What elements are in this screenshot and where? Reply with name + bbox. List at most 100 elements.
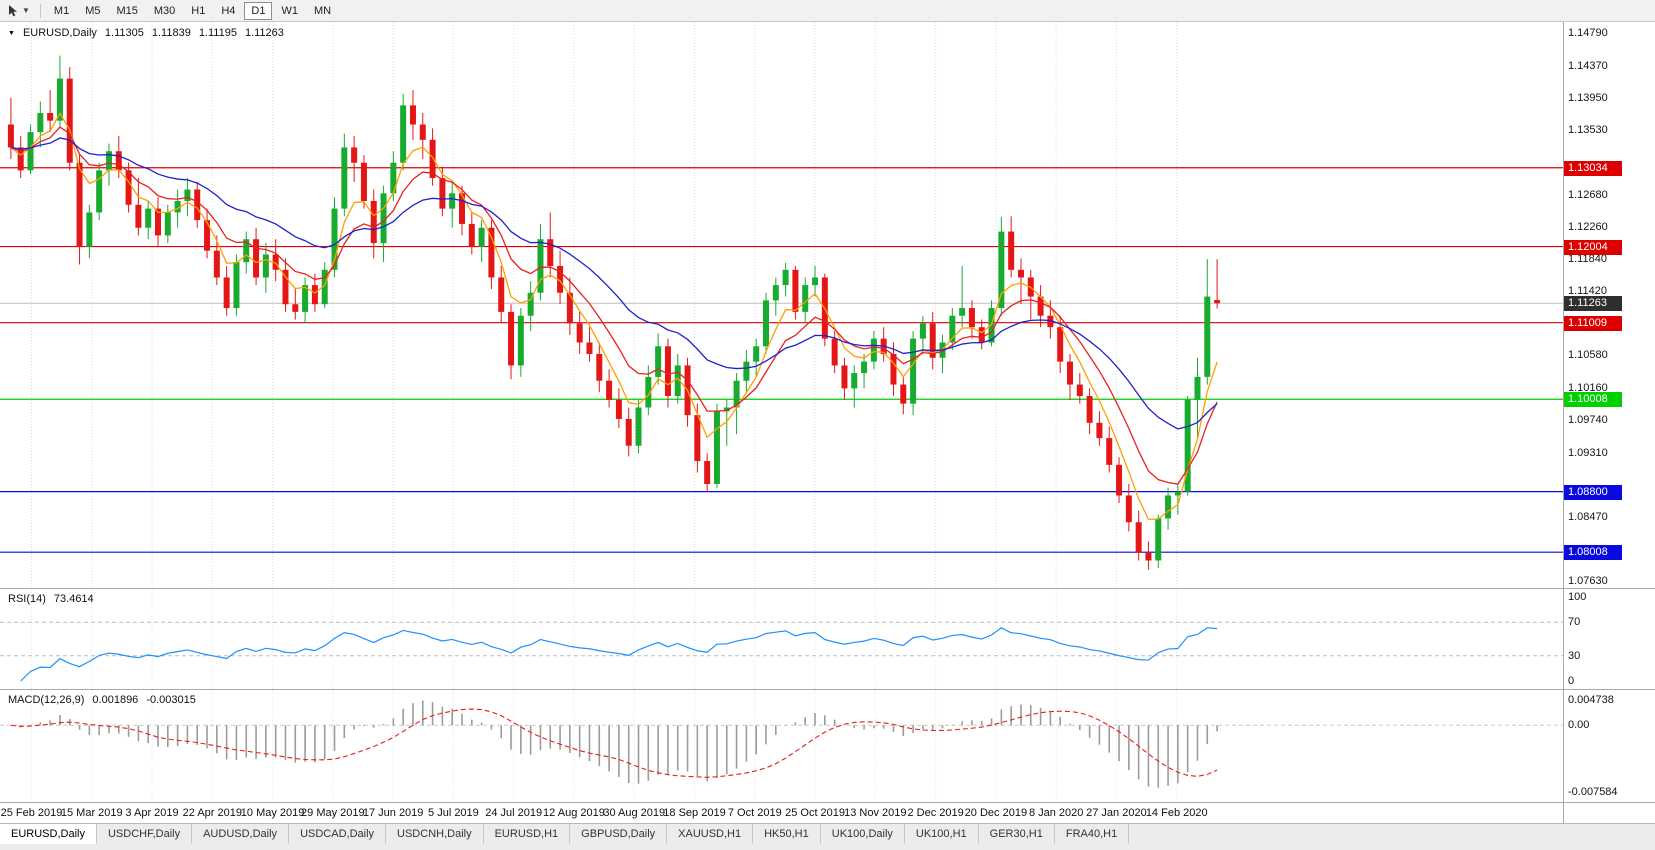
price-axis[interactable]: 1.14790 1.14370 1.13950 1.13530 1.12680 1.122… — [1563, 22, 1655, 588]
bottom-strip — [0, 844, 1655, 850]
date-label: 17 Jun 2019 — [362, 807, 424, 819]
timeframe-button-m5[interactable]: M5 — [78, 2, 107, 20]
chart-tab-fra40-h1[interactable]: FRA40,H1 — [1055, 824, 1130, 844]
date-label: 25 Feb 2019 — [0, 807, 63, 819]
chart-close-value: 1.11263 — [244, 27, 284, 39]
chart-tab-usdcnh-daily[interactable]: USDCNH,Daily — [386, 824, 484, 844]
ma-fast-line — [10, 112, 1218, 521]
rsi-panel: RSI(14) 73.4614 100 70 30 0 — [0, 588, 1655, 689]
chart-collapse-icon[interactable]: ▼ — [8, 29, 15, 37]
tool-dropdown-caret[interactable]: ▼ — [22, 6, 30, 15]
chart-tab-audusd-daily[interactable]: AUDUSD,Daily — [192, 824, 290, 844]
chart-open-value: 1.11305 — [104, 27, 144, 39]
chart-tab-uk100-daily[interactable]: UK100,Daily — [821, 824, 905, 844]
rsi-axis-label: 100 — [1568, 591, 1587, 603]
chart-high-value: 1.11839 — [151, 27, 191, 39]
rsi-axis[interactable]: 100 70 30 0 — [1563, 589, 1655, 689]
date-label: 10 May 2019 — [240, 807, 305, 819]
chart-tab-ger30-h1[interactable]: GER30,H1 — [979, 824, 1055, 844]
macd-plot[interactable]: MACD(12,26,9) 0.001896 -0.003015 — [0, 690, 1563, 802]
rsi-line — [20, 627, 1218, 682]
price-tick-label: 1.11840 — [1568, 253, 1607, 266]
chart-tab-usdchf-daily[interactable]: USDCHF,Daily — [97, 824, 193, 844]
chart-tab-xauusd-h1[interactable]: XAUUSD,H1 — [667, 824, 754, 844]
date-label: 18 Sep 2019 — [663, 807, 726, 819]
date-label: 27 Jan 2020 — [1086, 807, 1147, 819]
macd-canvas[interactable] — [0, 690, 1563, 802]
level-price-badge: 1.11009 — [1564, 315, 1622, 331]
level-price-badge: 1.12004 — [1564, 239, 1622, 255]
price-tick-label: 1.14790 — [1568, 27, 1608, 40]
level-price-badge: 1.13034 — [1564, 160, 1622, 176]
date-label: 30 Aug 2019 — [603, 807, 666, 819]
timeframe-button-h1[interactable]: H1 — [184, 2, 212, 20]
date-label: 20 Dec 2019 — [964, 807, 1028, 819]
price-tick-label: 1.07630 — [1568, 575, 1608, 588]
chart-tab-eurusd-daily[interactable]: EURUSD,Daily — [0, 824, 97, 844]
macd-main-value: 0.001896 — [92, 694, 139, 706]
chart-tab-hk50-h1[interactable]: HK50,H1 — [753, 824, 821, 844]
rsi-canvas[interactable] — [0, 589, 1563, 689]
timeframe-button-h4[interactable]: H4 — [214, 2, 242, 20]
chart-tab-bar: EURUSD,Daily USDCHF,Daily AUDUSD,Daily USDC… — [0, 823, 1655, 844]
price-tick-label: 1.13950 — [1568, 91, 1608, 104]
date-label: 7 Oct 2019 — [727, 807, 782, 819]
main-chart-canvas[interactable] — [0, 22, 1563, 588]
date-label: 25 Oct 2019 — [785, 807, 846, 819]
level-price-badge: 1.08800 — [1564, 484, 1622, 500]
macd-axis-label: 0.004738 — [1568, 694, 1614, 706]
date-label: 3 Apr 2019 — [125, 807, 179, 819]
date-axis-row: 25 Feb 2019 15 Mar 2019 3 Apr 2019 22 Apr 2… — [0, 802, 1655, 823]
timeframe-button-m15[interactable]: M15 — [109, 2, 144, 20]
price-tick-label: 1.14370 — [1568, 59, 1608, 72]
date-axis-corner — [1563, 803, 1655, 823]
date-label: 8 Jan 2020 — [1028, 807, 1084, 819]
rsi-axis-label: 30 — [1568, 649, 1581, 662]
chart-title: ▼ EURUSD,Daily 1.11305 1.11839 1.11195 1… — [8, 27, 284, 39]
rsi-indicator-value: 73.4614 — [53, 593, 94, 605]
timeframe-toolbar: ▼ M1 M5 M15 M30 H1 H4 D1 W1 MN — [0, 0, 1655, 22]
chart-symbol-label: EURUSD,Daily — [22, 27, 97, 39]
ma-mid-line — [10, 126, 1218, 485]
date-axis[interactable]: 25 Feb 2019 15 Mar 2019 3 Apr 2019 22 Apr 2… — [0, 803, 1563, 823]
date-label: 5 Jul 2019 — [428, 807, 479, 819]
ma-slow-line — [10, 137, 1218, 430]
price-tick-label: 1.09740 — [1568, 413, 1608, 426]
chart-tab-gbpusd-daily[interactable]: GBPUSD,Daily — [570, 824, 668, 844]
rsi-axis-label: 0 — [1568, 675, 1575, 687]
main-chart-plot[interactable]: ▼ EURUSD,Daily 1.11305 1.11839 1.11195 1… — [0, 22, 1563, 588]
bid-price-badge: 1.11263 — [1564, 296, 1622, 312]
level-price-badge: 1.10008 — [1564, 392, 1622, 408]
price-tick-label: 1.09310 — [1568, 446, 1608, 459]
timeframe-buttons: M1 M5 M15 M30 H1 H4 D1 W1 MN — [47, 1, 338, 20]
price-tick-label: 1.13530 — [1568, 123, 1608, 136]
price-tick-label: 1.12260 — [1568, 220, 1608, 233]
macd-signal-line — [10, 708, 1218, 778]
chart-tab-eurusd-h1[interactable]: EURUSD,H1 — [484, 824, 571, 844]
rsi-indicator-name: RSI(14) — [8, 593, 46, 605]
date-label: 24 Jul 2019 — [485, 807, 543, 819]
date-label: 22 Apr 2019 — [182, 807, 242, 819]
timeframe-button-mn[interactable]: MN — [307, 2, 338, 20]
timeframe-button-m1[interactable]: M1 — [47, 2, 76, 20]
date-label: 2 Dec 2019 — [907, 807, 964, 819]
date-label: 12 Aug 2019 — [543, 807, 605, 819]
macd-panel: MACD(12,26,9) 0.001896 -0.003015 0.00473… — [0, 689, 1655, 802]
rsi-axis-label: 70 — [1568, 616, 1581, 629]
rsi-plot[interactable]: RSI(14) 73.4614 — [0, 589, 1563, 689]
toolbar-separator — [39, 3, 41, 18]
price-tick-label: 1.10580 — [1568, 349, 1608, 362]
timeframe-button-m30[interactable]: M30 — [147, 2, 182, 20]
date-label: 14 Feb 2020 — [1145, 807, 1208, 819]
chart-tab-usdcad-daily[interactable]: USDCAD,Daily — [289, 824, 387, 844]
timeframe-button-w1[interactable]: W1 — [274, 2, 305, 20]
date-label: 13 Nov 2019 — [844, 807, 907, 819]
macd-axis-label: -0.007584 — [1568, 786, 1618, 798]
timeframe-button-d1[interactable]: D1 — [244, 1, 273, 20]
date-label: 29 May 2019 — [301, 807, 365, 819]
chart-tab-uk100-h1[interactable]: UK100,H1 — [905, 824, 979, 844]
level-price-badge: 1.08008 — [1564, 545, 1622, 561]
macd-axis[interactable]: 0.004738 0.00 -0.007584 — [1563, 690, 1655, 802]
chart-cursor-icon[interactable] — [4, 3, 22, 19]
price-tick-label: 1.08470 — [1568, 510, 1608, 523]
